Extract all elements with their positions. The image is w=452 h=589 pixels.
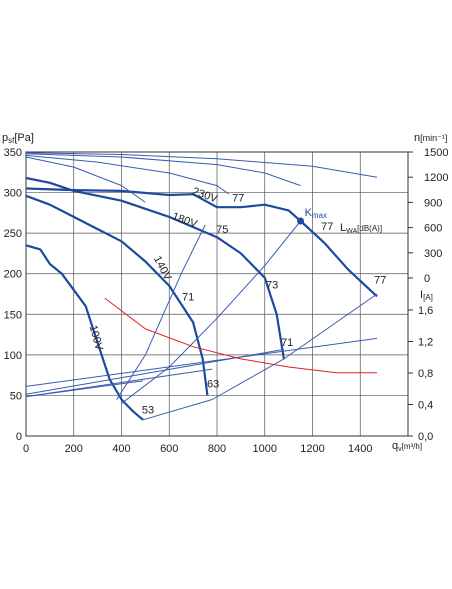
y2-label-unit: [min⁻¹] — [420, 133, 447, 143]
series-line — [25, 153, 301, 187]
kmax-point — [297, 217, 305, 225]
y-tick-label: 100 — [4, 350, 22, 362]
annotation: 71 — [182, 291, 194, 303]
annotation: 77 — [232, 192, 244, 204]
y-tick-label: 150 — [4, 309, 22, 321]
x-tick-label: 800 — [208, 443, 226, 455]
series-line — [25, 337, 378, 387]
y-tick-label: 350 — [4, 147, 22, 159]
x-tick-label: 1400 — [348, 443, 372, 455]
x-tick-label: 1000 — [253, 443, 277, 455]
x-tick-label: 1200 — [300, 443, 324, 455]
noise-label-main: L — [340, 222, 346, 234]
kmax-label-main: K — [305, 207, 313, 219]
y3-tick-label: 1,6 — [418, 305, 433, 317]
y2-tick-label: 300 — [424, 248, 442, 260]
series-line — [25, 348, 284, 395]
x-tick-label: 0 — [23, 443, 29, 455]
y2-tick-label: 1200 — [424, 172, 448, 184]
series-line — [104, 297, 377, 374]
annotation: 63 — [207, 378, 219, 390]
series-line — [25, 156, 146, 203]
y-axis-label: psf[Pa] — [2, 132, 34, 145]
y-tick-label: 300 — [4, 188, 22, 200]
annotation: 180V — [170, 211, 199, 231]
annotation: 73 — [266, 279, 278, 291]
kmax-label-sub: max — [312, 211, 327, 220]
y3-tick-label: 1,2 — [418, 337, 433, 349]
series-line — [25, 194, 209, 396]
y-tick-label: 50 — [10, 390, 22, 402]
series-line — [121, 220, 301, 404]
y2-tick-label: 600 — [424, 223, 442, 235]
y3-label-unit: [A] — [423, 293, 433, 302]
x-label-sub: v — [398, 446, 402, 453]
x-label: q — [392, 440, 398, 452]
y2-tick-label: 0 — [424, 273, 430, 285]
series-line — [25, 244, 144, 421]
annotation: 77 — [321, 221, 333, 233]
y2-axis-label: n[min⁻¹] — [414, 132, 447, 144]
y-tick-label: 0 — [16, 431, 22, 443]
series-line — [25, 152, 378, 178]
kmax-label: Kmax — [305, 207, 327, 220]
y3-tick-label: 0,8 — [418, 368, 433, 380]
series-line — [25, 187, 378, 298]
annotation: 71 — [281, 337, 293, 349]
series-line — [142, 293, 378, 421]
y3-label: I — [420, 289, 423, 301]
y-tick-label: 200 — [4, 269, 22, 281]
y-tick-label: 250 — [4, 228, 22, 240]
series-line — [25, 176, 285, 360]
annotation: 230V — [191, 185, 220, 205]
y2-tick-label: 1500 — [424, 147, 448, 159]
y-label: p — [2, 132, 8, 144]
x-label-unit: [m³/h] — [402, 442, 422, 451]
annotation: 77 — [374, 274, 386, 286]
y3-tick-label: 0,4 — [418, 400, 433, 412]
noise-label: LWA[dB(A)] — [340, 222, 382, 235]
x-tick-label: 200 — [65, 443, 83, 455]
series-line — [25, 154, 230, 195]
series-line — [116, 224, 206, 400]
x-tick-label: 600 — [160, 443, 178, 455]
noise-label-unit: [dB(A)] — [357, 224, 382, 233]
plot-frame — [25, 151, 409, 437]
y3-axis-label: I[A] — [420, 289, 433, 302]
y-label-unit: [Pa] — [14, 132, 34, 144]
annotation: 53 — [142, 404, 154, 416]
annotation: 75 — [216, 224, 228, 236]
annotation: 140V — [151, 254, 174, 283]
x-tick-label: 400 — [112, 443, 130, 455]
y3-tick-label: 0,0 — [418, 431, 433, 443]
annotation: 100V — [87, 324, 105, 353]
y2-label: n — [414, 132, 420, 144]
noise-label-sub: WA — [346, 228, 357, 235]
x-axis-label: qv[m³/h] — [392, 440, 422, 453]
y-label-sub: sf — [8, 136, 15, 145]
series-line — [25, 380, 144, 398]
y2-tick-label: 900 — [424, 197, 442, 209]
